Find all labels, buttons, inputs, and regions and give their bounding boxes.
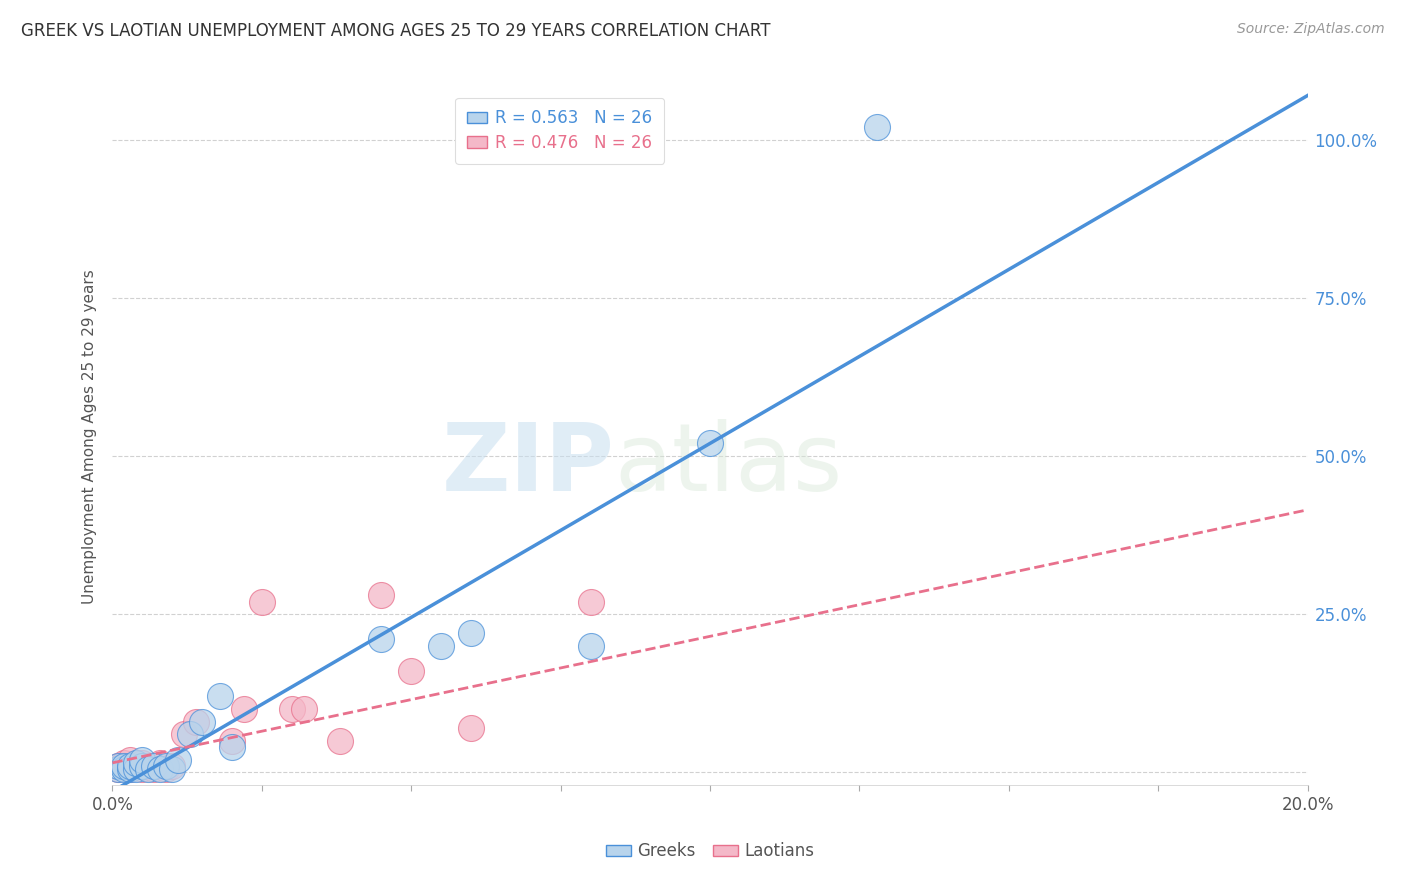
Point [579, 594, 602, 608]
Point [125, 762, 148, 776]
Point [167, 753, 190, 767]
Point [143, 759, 166, 773]
Point [292, 702, 315, 716]
Point [401, 664, 423, 678]
Point [114, 759, 135, 773]
Point [131, 753, 153, 767]
Point [107, 762, 129, 776]
Point [149, 756, 172, 770]
Point [120, 753, 142, 767]
Point [138, 762, 160, 776]
Text: GREEK VS LAOTIAN UNEMPLOYMENT AMONG AGES 25 TO 29 YEARS CORRELATION CHART: GREEK VS LAOTIAN UNEMPLOYMENT AMONG AGES… [21, 22, 770, 40]
Point [143, 762, 166, 776]
Text: ZIP: ZIP [441, 419, 614, 511]
Point [232, 702, 256, 716]
Point [208, 690, 231, 704]
Point [114, 762, 135, 776]
Point [173, 727, 195, 741]
Point [107, 762, 129, 776]
Point [162, 762, 183, 776]
Point [131, 762, 153, 776]
Point [460, 626, 482, 640]
Point [125, 759, 148, 773]
Point [107, 759, 129, 773]
Point [281, 702, 304, 716]
Point [114, 759, 135, 773]
Legend: Greeks, Laotians: Greeks, Laotians [599, 836, 821, 867]
Point [114, 756, 135, 770]
Point [155, 759, 177, 773]
Point [131, 756, 153, 770]
Point [155, 762, 177, 776]
Point [186, 714, 208, 729]
Point [107, 759, 129, 773]
Point [149, 762, 172, 776]
Point [120, 762, 142, 776]
Point [125, 756, 148, 770]
Point [162, 759, 183, 773]
Point [131, 759, 153, 773]
Y-axis label: Unemployment Among Ages 25 to 29 years: Unemployment Among Ages 25 to 29 years [82, 269, 97, 605]
Point [460, 721, 482, 735]
Point [120, 762, 142, 776]
Text: Source: ZipAtlas.com: Source: ZipAtlas.com [1237, 22, 1385, 37]
Point [120, 759, 142, 773]
Point [370, 588, 392, 602]
Point [699, 436, 721, 450]
Point [179, 727, 201, 741]
Point [430, 639, 453, 653]
Point [191, 714, 214, 729]
Point [221, 739, 243, 754]
Point [138, 759, 160, 773]
Point [579, 639, 602, 653]
Text: atlas: atlas [614, 419, 842, 511]
Point [250, 594, 273, 608]
Point [866, 120, 889, 135]
Point [221, 733, 243, 747]
Point [370, 632, 392, 647]
Point [328, 733, 352, 747]
